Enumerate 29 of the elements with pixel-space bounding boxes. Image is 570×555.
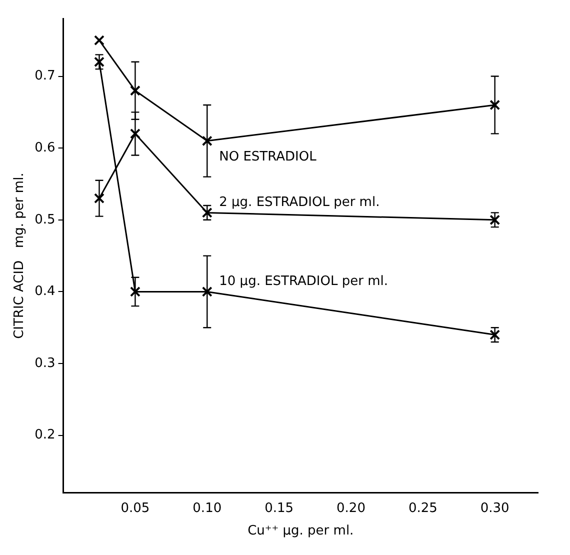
y-tick-label: 0.2 xyxy=(34,428,56,443)
y-tick-label: 0.5 xyxy=(34,212,56,228)
x-tick-label: 0.30 xyxy=(480,500,510,516)
x-tick-label: 0.15 xyxy=(264,500,294,516)
point xyxy=(130,286,140,297)
x-tick-label: 0.20 xyxy=(336,500,366,516)
point xyxy=(94,193,104,204)
series-label: NO ESTRADIOL xyxy=(219,149,318,164)
x-tick-label: 0.25 xyxy=(408,500,438,516)
point xyxy=(202,207,212,218)
point xyxy=(94,35,104,46)
point xyxy=(490,214,500,226)
y-tick-label: 0.3 xyxy=(34,356,56,371)
series-label: 2 µg. ESTRADIOL per ml. xyxy=(219,195,380,210)
point xyxy=(130,85,140,96)
point xyxy=(202,286,212,297)
point xyxy=(490,100,500,110)
point xyxy=(202,136,212,146)
x-tick-label: 0.05 xyxy=(120,500,150,516)
y-tick-label: 0.4 xyxy=(34,284,56,300)
point xyxy=(94,56,104,68)
point xyxy=(130,128,140,139)
y-axis-title: CITRIC ACID mg. per ml. xyxy=(12,172,28,339)
y-tick-label: 0.7 xyxy=(34,68,56,84)
x-axis-title: Cu⁺⁺ µg. per ml. xyxy=(248,524,354,539)
y-tick-label: 0.6 xyxy=(34,140,56,156)
x-tick-label: 0.10 xyxy=(192,500,222,516)
point xyxy=(490,330,500,340)
series-label: 10 µg. ESTRADIOL per ml. xyxy=(219,274,388,290)
